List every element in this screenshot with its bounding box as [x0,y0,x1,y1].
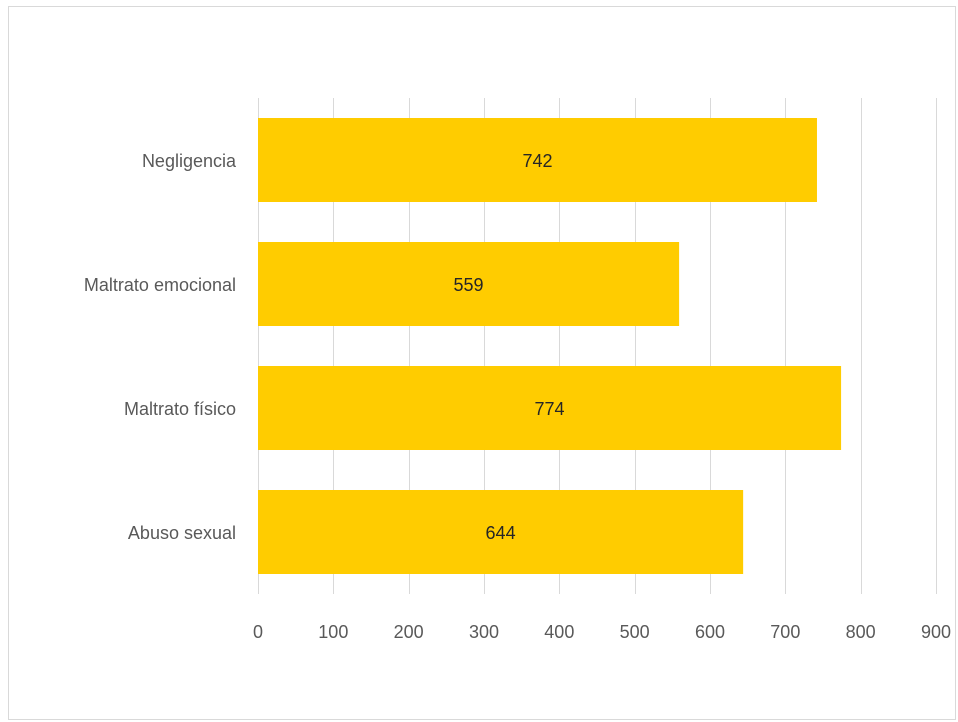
bars [258,118,842,574]
bar-0 [258,118,817,202]
x-tick-label: 100 [318,622,348,642]
category-label: Negligencia [142,151,237,171]
bar-2 [258,366,842,450]
x-tick-label: 400 [544,622,574,642]
data-label: 774 [535,399,565,419]
category-label: Maltrato emocional [84,275,236,295]
data-label: 644 [486,523,516,543]
x-tick-label: 200 [394,622,424,642]
x-tick-label: 600 [695,622,725,642]
category-axis-labels: Negligencia Maltrato emocional Maltrato fí… [84,151,237,543]
category-label: Abuso sexual [128,523,236,543]
data-label: 559 [454,275,484,295]
x-tick-label: 800 [846,622,876,642]
x-tick-label: 700 [770,622,800,642]
x-tick-label: 300 [469,622,499,642]
data-labels: 742 559 774 644 [454,151,565,543]
bar-1 [258,242,680,326]
x-tick-label: 0 [253,622,263,642]
x-tick-label: 500 [620,622,650,642]
x-tick-label: 900 [921,622,951,642]
data-label: 742 [522,151,552,171]
category-label: Maltrato físico [124,399,236,419]
bar-3 [258,490,744,574]
value-axis-tick-labels: 0 100 200 300 400 500 600 700 800 900 [253,622,951,642]
